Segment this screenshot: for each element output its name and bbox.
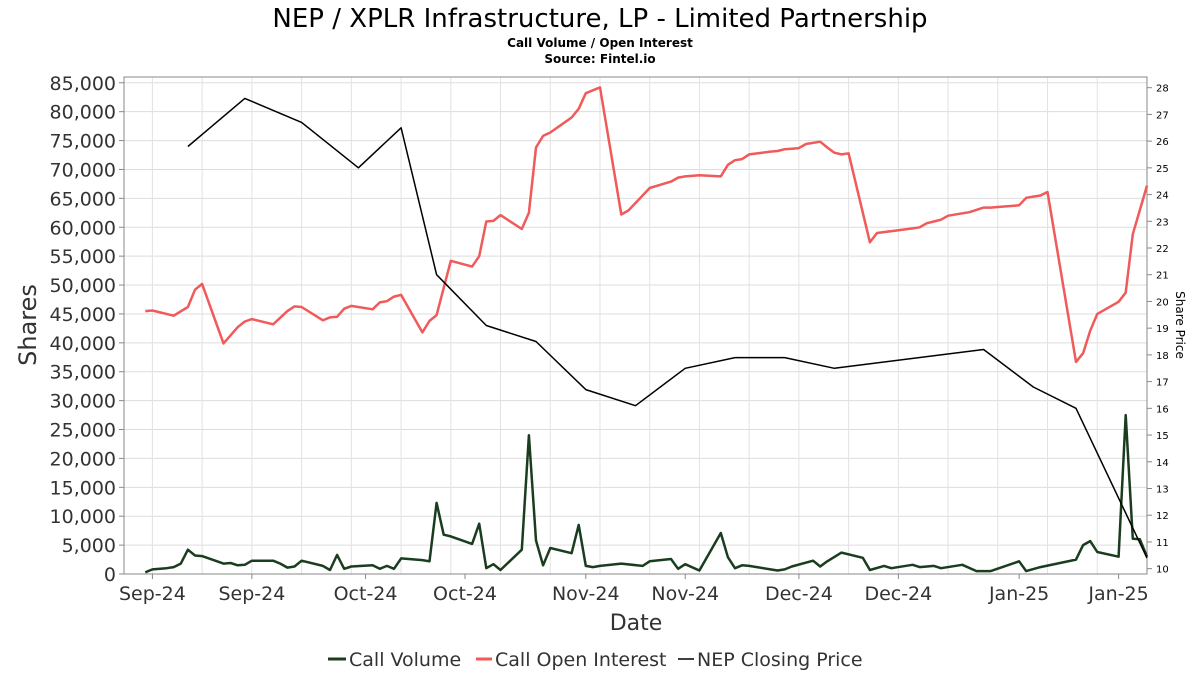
y2-tick-label: 15 [1156, 431, 1169, 442]
y2-tick-label: 20 [1156, 297, 1169, 308]
y2-tick-label: 18 [1156, 351, 1169, 362]
y2-tick-label: 28 [1156, 84, 1169, 95]
y-tick-label: 75,000 [50, 131, 116, 153]
y2-tick-label: 27 [1156, 110, 1169, 121]
x-tick-label: Dec-24 [864, 583, 932, 605]
x-tick-label: Nov-24 [651, 583, 719, 605]
y2-tick-label: 17 [1156, 378, 1169, 389]
y-tick-label: 10,000 [50, 506, 116, 528]
y2-tick-label: 11 [1156, 538, 1169, 549]
legend-label: NEP Closing Price [697, 649, 863, 671]
x-axis: Sep-24 Sep-24 Oct-24 Oct-24 Nov-24 Nov-24 Dec-… [119, 574, 1149, 605]
legend-label: Call Volume [349, 649, 461, 671]
nep-closing-price-line [187, 97, 1148, 559]
x-tick-label: Oct-24 [334, 583, 398, 605]
y-tick-label: 40,000 [50, 333, 116, 355]
y-tick-label: 5,000 [62, 535, 116, 557]
y-tick-label: 55,000 [50, 246, 116, 268]
y-tick-label: 70,000 [50, 159, 116, 181]
x-tick-label: Sep-24 [218, 583, 285, 605]
series-layer [144, 86, 1149, 574]
y2-tick-label: 21 [1156, 271, 1169, 282]
y-tick-label: 85,000 [50, 73, 116, 95]
y-tick-label: 30,000 [50, 391, 116, 413]
y2-tick-label: 25 [1156, 164, 1169, 175]
y-tick-label: 65,000 [50, 188, 116, 210]
x-tick-label: Dec-24 [765, 583, 833, 605]
y-tick-label: 60,000 [50, 217, 116, 239]
x-tick-label: Jan-25 [988, 583, 1049, 605]
y-axis-label: Shares [14, 284, 42, 366]
y2-axis-label: Share Price [1173, 291, 1187, 359]
y-tick-label: 50,000 [50, 275, 116, 297]
y-tick-label: 35,000 [50, 362, 116, 384]
y2-tick-label: 24 [1156, 191, 1169, 202]
call-volume-line [144, 413, 1149, 574]
y2-tick-label: 10 [1156, 565, 1169, 576]
y-tick-label: 0 [104, 564, 116, 586]
y-tick-label: 25,000 [50, 420, 116, 442]
x-tick-label: Jan-25 [1087, 583, 1148, 605]
y2-tick-label: 22 [1156, 244, 1169, 255]
x-axis-label: Date [610, 611, 663, 636]
y2-tick-label: 13 [1156, 484, 1169, 495]
y2-tick-label: 12 [1156, 511, 1169, 522]
right-y-axis: 10 11 12 13 14 15 16 17 18 19 20 21 22 23 24 25 26 27 28 [1147, 84, 1169, 576]
y2-tick-label: 14 [1156, 458, 1169, 469]
x-tick-label: Nov-24 [552, 583, 620, 605]
y-tick-label: 80,000 [50, 102, 116, 124]
x-tick-label: Oct-24 [433, 583, 497, 605]
y2-tick-label: 23 [1156, 217, 1169, 228]
left-y-axis: 0 5,000 10,000 15,000 20,000 25,000 30,000 35,0… [50, 73, 124, 586]
call-open-interest-line [145, 86, 1149, 364]
grid [124, 77, 1148, 575]
x-tick-label: Sep-24 [119, 583, 186, 605]
chart-subtitle: Call Volume / Open Interest [507, 36, 693, 50]
y2-tick-label: 26 [1156, 137, 1169, 148]
plot-area [123, 76, 1148, 575]
y2-tick-label: 16 [1156, 404, 1169, 415]
y-tick-label: 15,000 [50, 477, 116, 499]
y-tick-label: 20,000 [50, 448, 116, 470]
legend-label: Call Open Interest [495, 649, 667, 671]
chart-title: NEP / XPLR Infrastructure, LP - Limited … [272, 4, 927, 34]
y-tick-label: 45,000 [50, 304, 116, 326]
chart-source: Source: Fintel.io [544, 52, 655, 66]
y2-tick-label: 19 [1156, 324, 1169, 335]
legend: Call Volume Call Open Interest NEP Closing… [328, 649, 863, 671]
